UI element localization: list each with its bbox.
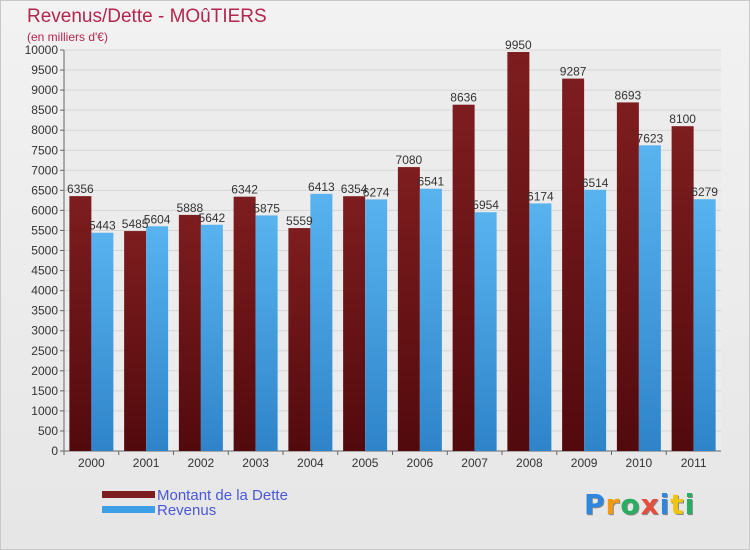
bar-dette [562, 78, 585, 451]
chart-subtitle: (en milliers d'€) [27, 30, 108, 44]
bar-dette [124, 231, 147, 451]
y-tick-label: 8000 [31, 123, 58, 137]
y-tick-label: 1500 [31, 384, 58, 398]
y-tick-label: 2000 [31, 364, 58, 378]
data-label-revenus: 6514 [582, 176, 609, 190]
data-label-dette: 5888 [177, 201, 204, 215]
y-tick-label: 10000 [25, 43, 59, 57]
data-label-dette: 5485 [122, 217, 149, 231]
logo-letter: P [584, 488, 606, 521]
bar-dette [178, 214, 201, 451]
data-label-revenus: 5604 [144, 212, 171, 226]
bar-revenus [529, 203, 552, 451]
data-label-dette: 5559 [286, 214, 313, 228]
y-tick-label: 9000 [31, 83, 58, 97]
y-tick-label: 5000 [31, 244, 58, 258]
logo-letter: i [684, 488, 696, 521]
y-tick-label: 6500 [31, 183, 58, 197]
bar-dette [671, 126, 694, 451]
bar-dette [288, 228, 311, 451]
bar-revenus [146, 226, 169, 451]
y-tick-label: 7000 [31, 163, 58, 177]
legend-swatch-dette [102, 491, 155, 498]
legend-label-revenus: Revenus [157, 502, 217, 519]
x-tick-label: 2010 [626, 456, 653, 470]
x-tick-label: 2011 [681, 456, 707, 470]
bar-dette [233, 196, 256, 451]
y-tick-label: 1000 [31, 404, 58, 418]
data-label-revenus: 5443 [89, 219, 116, 233]
bar-revenus [419, 188, 442, 451]
data-label-revenus: 5875 [253, 201, 280, 215]
y-tick-label: 5500 [31, 223, 58, 237]
bar-revenus [91, 232, 114, 451]
data-label-revenus: 6541 [418, 175, 445, 189]
data-label-dette: 6356 [67, 182, 94, 196]
data-label-revenus: 6413 [308, 180, 335, 194]
y-tick-label: 4500 [31, 264, 58, 278]
x-tick-label: 2002 [188, 456, 215, 470]
y-tick-label: 3000 [31, 324, 58, 338]
bar-revenus [693, 199, 716, 451]
bar-revenus [584, 189, 607, 451]
bar-revenus [310, 193, 333, 452]
y-tick-label: 2500 [31, 344, 58, 358]
data-label-revenus: 7623 [637, 131, 664, 145]
bar-dette [507, 52, 530, 451]
bar-revenus [365, 199, 388, 451]
y-tick-label: 3500 [31, 304, 58, 318]
bar-revenus [638, 145, 661, 452]
legend-label-dette: Montant de la Dette [157, 487, 288, 504]
data-label-revenus: 6174 [527, 189, 554, 203]
y-tick-label: 4000 [31, 284, 58, 298]
data-label-revenus: 6279 [691, 185, 718, 199]
y-tick-label: 9500 [31, 63, 58, 77]
x-tick-label: 2005 [352, 456, 379, 470]
y-tick-label: 0 [51, 444, 58, 458]
x-tick-label: 2007 [461, 456, 488, 470]
y-tick-label: 500 [38, 424, 58, 438]
bar-revenus [474, 212, 497, 451]
chart-title: Revenus/Dette - MOûTIERS [27, 6, 267, 27]
bar-dette [616, 102, 639, 451]
bar-revenus [200, 224, 223, 451]
proxiti-logo: Proxiti [584, 488, 695, 521]
data-label-dette: 7080 [396, 153, 423, 167]
x-tick-label: 2006 [407, 456, 434, 470]
legend-swatch-revenus [102, 506, 155, 513]
data-label-dette: 9287 [560, 65, 587, 79]
data-label-dette: 8100 [669, 112, 696, 126]
bar-dette [343, 196, 366, 451]
data-label-revenus: 5642 [199, 211, 226, 225]
logo-letter: x [640, 488, 660, 521]
x-tick-label: 2000 [78, 456, 105, 470]
data-label-dette: 6354 [341, 182, 368, 196]
bar-dette [452, 104, 475, 451]
y-tick-label: 8500 [31, 103, 58, 117]
y-tick-label: 6000 [31, 203, 58, 217]
x-tick-label: 2008 [516, 456, 543, 470]
logo-letter: t [670, 488, 685, 521]
logo-letter: r [605, 488, 621, 521]
data-label-dette: 8693 [615, 88, 642, 102]
bar-revenus [255, 215, 278, 451]
data-label-dette: 6342 [231, 183, 258, 197]
data-label-dette: 9950 [505, 38, 532, 52]
x-tick-label: 2001 [133, 456, 160, 470]
data-label-dette: 8636 [450, 91, 477, 105]
x-tick-label: 2009 [571, 456, 598, 470]
logo-letter: o [620, 488, 641, 521]
data-label-revenus: 5954 [472, 198, 499, 212]
data-label-revenus: 6274 [363, 185, 390, 199]
bar-dette [69, 196, 92, 451]
logo-letter: i [659, 488, 671, 521]
y-tick-label: 7500 [31, 143, 58, 157]
x-tick-label: 2004 [297, 456, 324, 470]
bar-dette [397, 167, 420, 452]
x-tick-label: 2003 [242, 456, 269, 470]
